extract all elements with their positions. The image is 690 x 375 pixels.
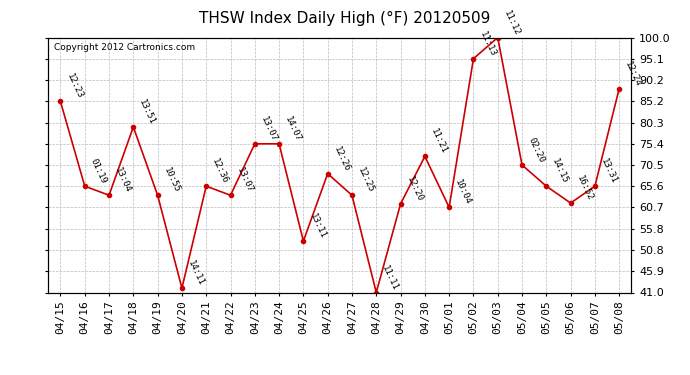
Text: 14:15: 14:15: [551, 157, 570, 185]
Text: 14:07: 14:07: [284, 115, 303, 143]
Text: 12:20: 12:20: [405, 175, 424, 203]
Text: 12:36: 12:36: [210, 157, 230, 185]
Text: 12:26: 12:26: [332, 145, 351, 173]
Text: Copyright 2012 Cartronics.com: Copyright 2012 Cartronics.com: [54, 43, 195, 52]
Text: 11:12: 11:12: [502, 9, 522, 37]
Text: 13:07: 13:07: [259, 115, 279, 143]
Text: 11:13: 11:13: [477, 30, 497, 58]
Text: 16:52: 16:52: [575, 174, 594, 202]
Text: 02:20: 02:20: [526, 136, 546, 164]
Text: 13:11: 13:11: [308, 212, 327, 240]
Text: 12:25: 12:25: [356, 166, 375, 195]
Text: 12:23: 12:23: [65, 72, 84, 101]
Text: 11:21: 11:21: [429, 128, 448, 156]
Text: 13:31: 13:31: [599, 157, 619, 185]
Text: 10:55: 10:55: [161, 166, 181, 195]
Text: THSW Index Daily High (°F) 20120509: THSW Index Daily High (°F) 20120509: [199, 11, 491, 26]
Text: 13:04: 13:04: [113, 166, 132, 195]
Text: 01:19: 01:19: [89, 157, 108, 185]
Text: 14:11: 14:11: [186, 259, 206, 287]
Text: 11:11: 11:11: [380, 264, 400, 292]
Text: 12:24: 12:24: [623, 60, 643, 88]
Text: 13:07: 13:07: [235, 166, 254, 195]
Text: 10:04: 10:04: [453, 178, 473, 207]
Text: 13:51: 13:51: [137, 98, 157, 126]
